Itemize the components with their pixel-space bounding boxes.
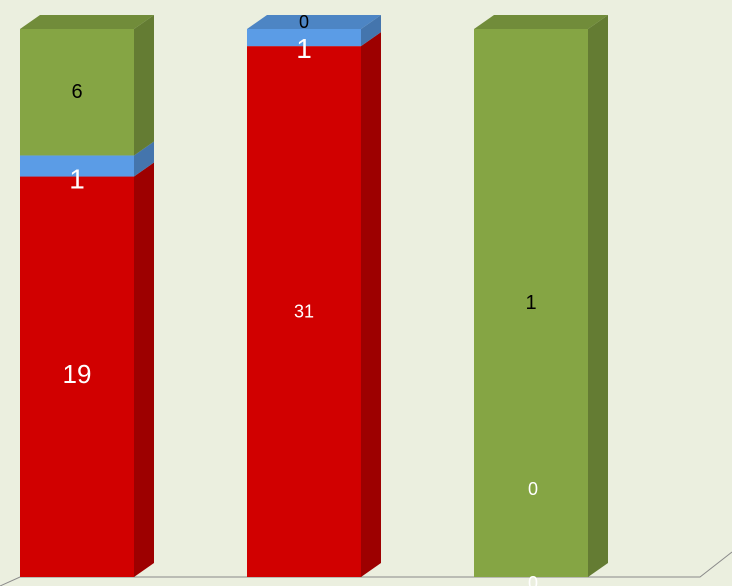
data-label: 0 <box>299 12 309 32</box>
bar-segment-side <box>134 162 154 578</box>
bar-segment-side <box>361 15 381 47</box>
bar-top-cap <box>247 15 381 29</box>
bar-segment-side <box>588 15 608 577</box>
bar-segment-side <box>134 141 154 177</box>
data-label: 31 <box>294 302 314 322</box>
data-label: 0 <box>528 479 538 499</box>
bar-segment-front <box>247 46 361 577</box>
bar-segment-front <box>20 155 134 177</box>
data-label: 1 <box>525 292 536 314</box>
bar-segment-side <box>134 15 154 156</box>
bar-top-cap <box>474 15 608 29</box>
data-label: 1 <box>69 164 85 195</box>
data-label: 1 <box>296 33 312 64</box>
bar-segment-front <box>474 29 588 577</box>
data-label: 19 <box>63 359 92 389</box>
bar-top-cap <box>20 15 154 29</box>
data-label: 6 <box>71 81 82 103</box>
bar-segment-front <box>20 29 134 156</box>
bar-segment-front <box>20 176 134 578</box>
data-label: 0 <box>528 573 538 586</box>
bar-segment-side <box>361 32 381 577</box>
bar-segment-front <box>247 29 361 47</box>
